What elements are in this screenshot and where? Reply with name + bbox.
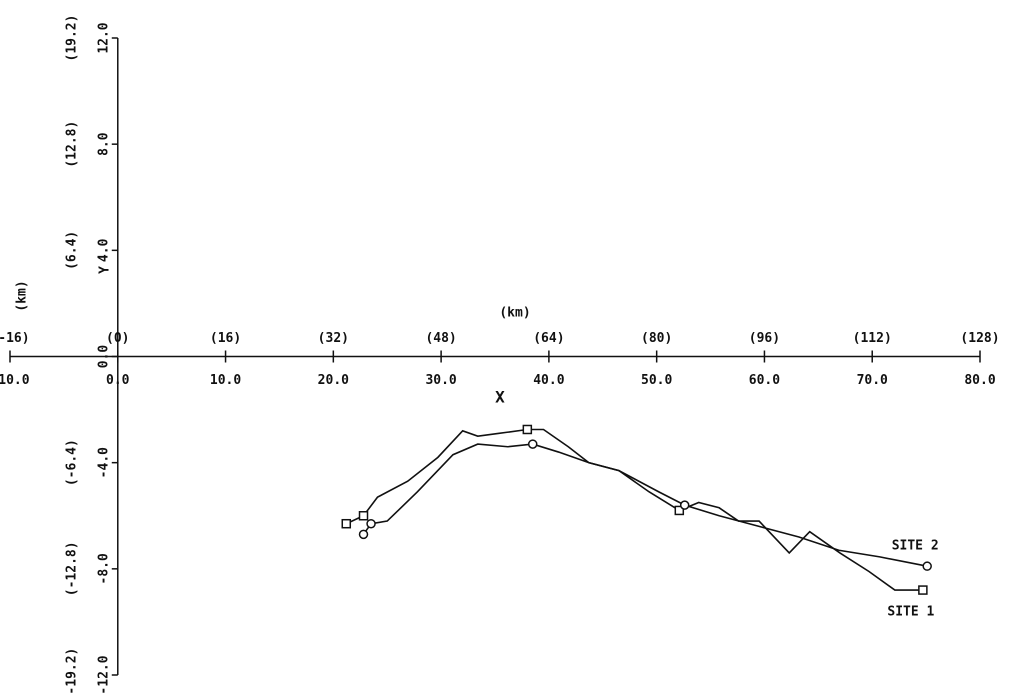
y-tick-label: -12.0 bbox=[96, 655, 111, 694]
x-tick-label: 60.0 bbox=[749, 373, 780, 388]
series-label: SITE 2 bbox=[892, 539, 939, 554]
marker bbox=[522, 424, 533, 435]
y-tick-label: 4.0 bbox=[96, 238, 111, 262]
x2-tick-label: (96) bbox=[749, 331, 780, 346]
y-tick-label: 0.0 bbox=[96, 345, 111, 369]
x-tick-label: 40.0 bbox=[533, 373, 564, 388]
y-axis-unit: (km) bbox=[15, 280, 30, 311]
x2-tick-label: (48) bbox=[425, 331, 456, 346]
marker bbox=[679, 500, 690, 510]
x2-tick-label: (112) bbox=[853, 331, 892, 346]
y-tick-label: -8.0 bbox=[96, 553, 111, 584]
x-tick-label: 70.0 bbox=[857, 373, 888, 388]
x2-tick-label: (0) bbox=[106, 331, 129, 346]
marker bbox=[674, 505, 685, 516]
x-tick-label: 80.0 bbox=[964, 373, 995, 388]
x2-tick-label: (-16) bbox=[0, 331, 30, 346]
y2-tick-label: (12.8) bbox=[64, 121, 79, 168]
marker bbox=[366, 518, 376, 529]
series-line bbox=[362, 443, 928, 567]
marker bbox=[918, 585, 928, 595]
y2-tick-label: (6.4) bbox=[64, 231, 79, 270]
x2-tick-label: (16) bbox=[210, 331, 241, 346]
marker bbox=[341, 518, 352, 529]
x-tick-label: 30.0 bbox=[425, 373, 456, 388]
x-axis-label: X bbox=[495, 388, 505, 407]
x-tick-label: 50.0 bbox=[641, 373, 672, 388]
series-label: SITE 1 bbox=[887, 605, 934, 620]
x2-tick-label: (80) bbox=[641, 331, 672, 346]
marker bbox=[922, 561, 932, 571]
series-line bbox=[345, 428, 923, 591]
marker bbox=[358, 511, 369, 521]
x-axis-unit: (km) bbox=[499, 306, 530, 321]
y2-tick-label: (19.2) bbox=[64, 15, 79, 62]
marker bbox=[527, 439, 538, 449]
x-tick-label: 10.0 bbox=[210, 373, 241, 388]
x2-tick-label: (32) bbox=[318, 331, 349, 346]
y-tick-label: 12.0 bbox=[96, 22, 111, 53]
y-axis-label: Y bbox=[98, 266, 113, 274]
marker bbox=[358, 529, 369, 540]
x-tick-label: -10.0 bbox=[0, 373, 30, 388]
y-tick-label: -4.0 bbox=[96, 447, 111, 478]
y2-tick-label: (-6.4) bbox=[64, 439, 79, 486]
x-tick-label: 20.0 bbox=[318, 373, 349, 388]
y2-tick-label: (-12.8) bbox=[64, 541, 79, 596]
x2-tick-label: (128) bbox=[960, 331, 999, 346]
y2-tick-label: (-19.2) bbox=[64, 648, 79, 694]
x-tick-label: 0.0 bbox=[106, 373, 130, 388]
x2-tick-label: (64) bbox=[533, 331, 564, 346]
y-tick-label: 8.0 bbox=[96, 132, 111, 156]
